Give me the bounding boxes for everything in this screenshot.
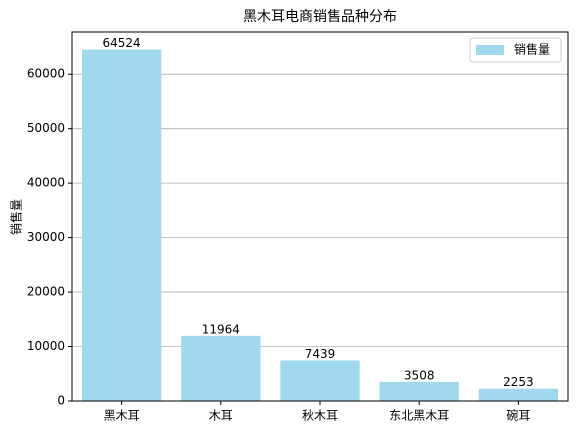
legend-box [469,37,562,63]
data-label: 3508 [404,368,435,382]
y-tick-label: 20000 [27,285,65,299]
plot-frame [71,31,569,402]
y-tick-label: 40000 [27,176,65,190]
x-tick-label: 秋木耳 [302,409,338,423]
y-axis-label: 销售量 [9,199,24,235]
y-tick-label: 0 [57,394,65,408]
legend-label: 销售量 [514,42,550,57]
bar [379,381,459,401]
data-label: 2253 [503,375,534,389]
legend-swatch [476,45,504,55]
y-tick-label: 30000 [27,230,65,244]
x-tick-label: 黑木耳 [104,409,140,423]
bar [181,335,261,401]
y-tick-label: 60000 [27,67,65,81]
chart-title: 黑木耳电商销售品种分布 [243,9,397,25]
y-tick-label: 50000 [27,121,65,135]
x-tick-label: 木耳 [209,409,233,423]
x-tick-label: 东北黑木耳 [389,409,449,423]
y-tick-label: 10000 [27,339,65,353]
bar [478,388,559,401]
data-label: 64524 [103,36,141,50]
bar [81,49,162,401]
x-tick-label: 碗耳 [506,408,530,423]
data-label: 7439 [305,347,336,361]
data-label: 11964 [202,322,240,336]
bar [280,360,360,401]
